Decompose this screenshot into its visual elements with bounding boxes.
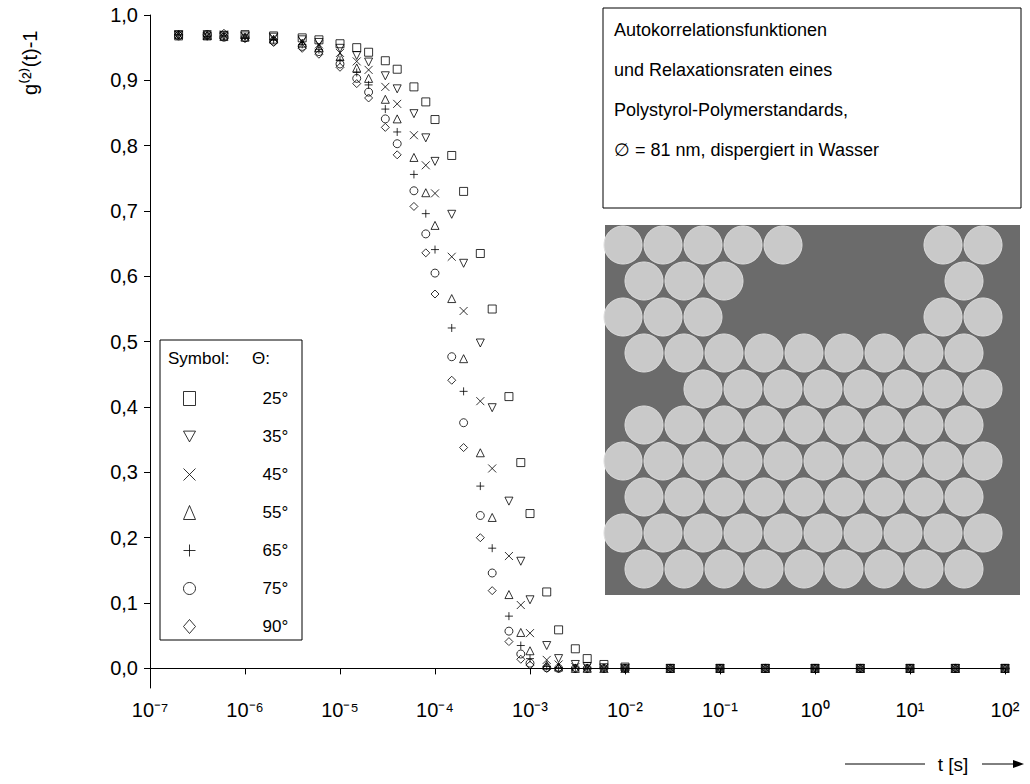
svg-text:0,4: 0,4 [110, 396, 138, 418]
svg-text:75°: 75° [263, 579, 289, 598]
svg-text:10⁻¹: 10⁻¹ [702, 699, 738, 721]
svg-text:0,1: 0,1 [110, 592, 138, 614]
svg-text:0,8: 0,8 [110, 135, 138, 157]
svg-text:∅ = 81 nm, dispergiert in Wass: ∅ = 81 nm, dispergiert in Wasser [614, 140, 879, 160]
svg-text:0,3: 0,3 [110, 461, 138, 483]
svg-text:0,9: 0,9 [110, 69, 138, 91]
svg-text:35°: 35° [263, 427, 289, 446]
svg-text:10²: 10² [991, 699, 1020, 721]
svg-text:0,7: 0,7 [110, 200, 138, 222]
svg-text:0,5: 0,5 [110, 331, 138, 353]
svg-text:65°: 65° [263, 541, 289, 560]
svg-text:Autokorrelationsfunktionen: Autokorrelationsfunktionen [614, 20, 827, 40]
svg-text:10⁻⁶: 10⁻⁶ [226, 699, 263, 721]
svg-text:Polystyrol-Polymerstandards,: Polystyrol-Polymerstandards, [614, 100, 848, 120]
svg-text:10⁻³: 10⁻³ [512, 699, 548, 721]
svg-text:0,0: 0,0 [110, 657, 138, 679]
svg-text:10⁻⁴: 10⁻⁴ [416, 699, 454, 721]
svg-text:10⁻⁷: 10⁻⁷ [132, 699, 168, 721]
svg-text:10⁻⁵: 10⁻⁵ [321, 699, 359, 721]
svg-text:t [s]: t [s] [938, 754, 969, 775]
svg-text:Θ:: Θ: [252, 349, 270, 368]
svg-text:0,6: 0,6 [110, 265, 138, 287]
svg-text:1,0: 1,0 [110, 4, 138, 26]
svg-text:g⁽²⁾(t)-1: g⁽²⁾(t)-1 [18, 31, 41, 95]
svg-text:0,2: 0,2 [110, 527, 138, 549]
svg-text:und Relaxationsraten eines: und Relaxationsraten eines [614, 60, 832, 80]
svg-text:90°: 90° [263, 617, 289, 636]
svg-text:25°: 25° [263, 389, 289, 408]
svg-text:10⁻²: 10⁻² [607, 699, 643, 721]
svg-text:Symbol:: Symbol: [168, 349, 229, 368]
svg-text:45°: 45° [263, 465, 289, 484]
svg-text:10⁰: 10⁰ [800, 699, 829, 721]
svg-text:10¹: 10¹ [896, 699, 925, 721]
svg-text:55°: 55° [263, 503, 289, 522]
